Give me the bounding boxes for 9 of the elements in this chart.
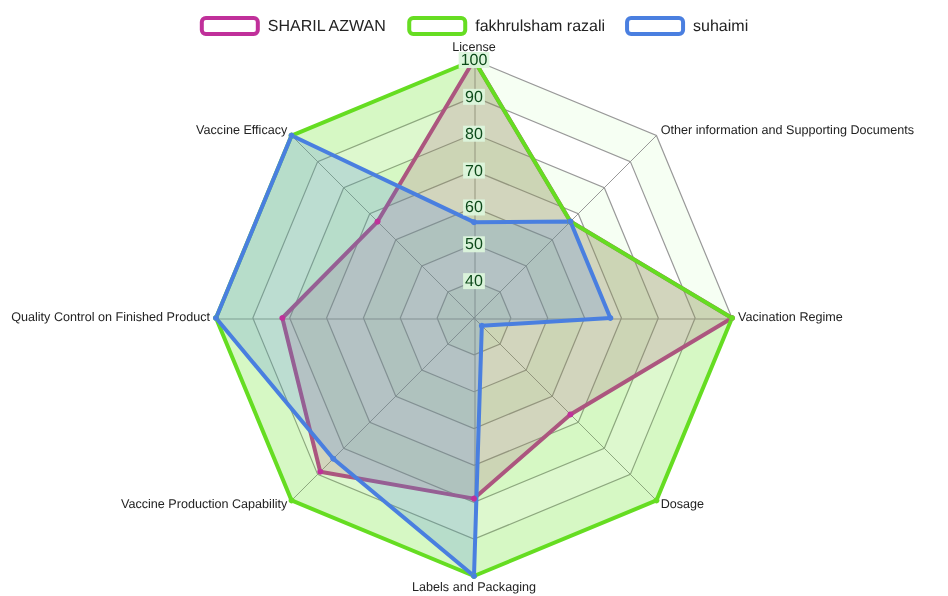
- legend-label: SHARIL AZWAN: [267, 17, 387, 35]
- legend-label: suhaimi: [693, 17, 749, 35]
- y-tick-label: 60: [465, 198, 484, 217]
- y-tick-label: 70: [465, 161, 484, 180]
- legend-label: fakhrulsham razali: [475, 17, 606, 35]
- y-tick-label: 40: [465, 272, 484, 291]
- y-tick-label: 80: [465, 124, 484, 143]
- y-tick-label: 90: [465, 87, 484, 106]
- y-tick-label: 50: [465, 235, 484, 254]
